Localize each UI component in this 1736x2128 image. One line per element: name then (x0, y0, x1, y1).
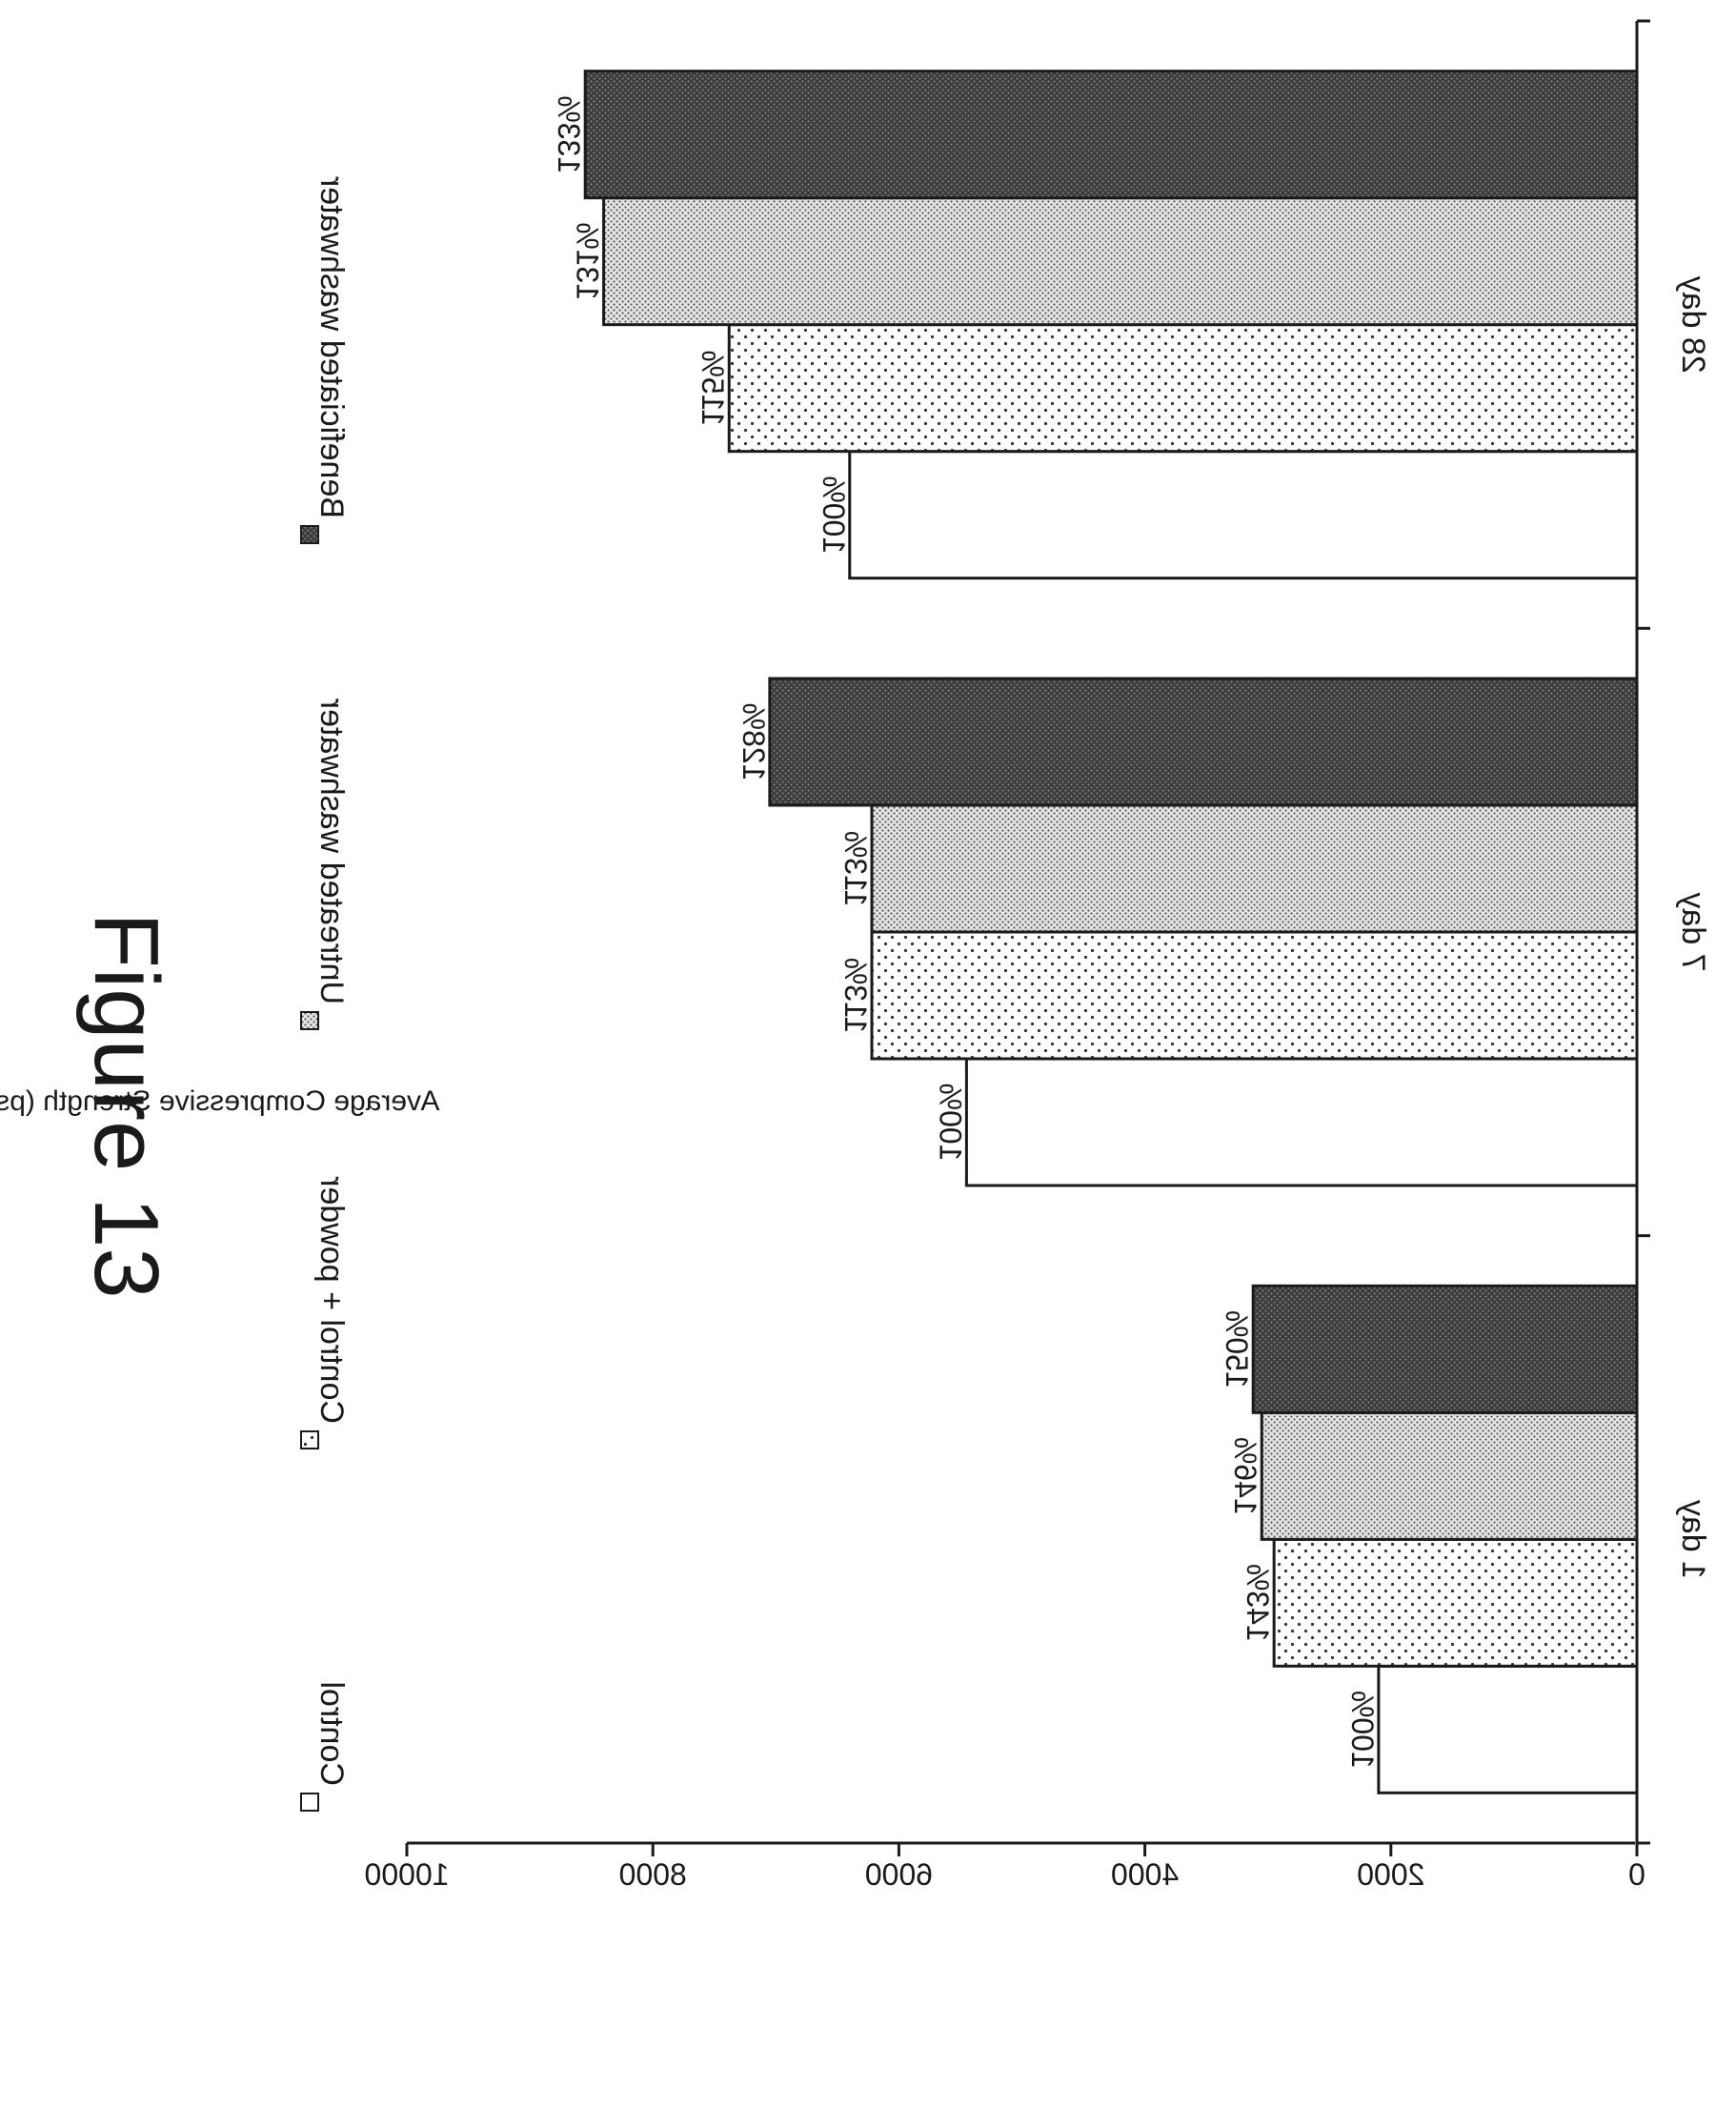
y-axis-title: Average Compressive Strength (psi) (0, 1085, 440, 1117)
legend: Control Control + powder Untreated washwat… (300, 176, 350, 1812)
bar (727, 323, 1639, 454)
legend-swatch (300, 525, 319, 544)
y-tick-label: 4000 (1111, 1857, 1179, 1892)
data-label: 113% (838, 958, 873, 1033)
data-label: 100% (933, 1084, 967, 1162)
bar (602, 196, 1639, 327)
data-label: 100% (817, 476, 851, 554)
legend-swatch (300, 1011, 319, 1030)
legend-swatch (300, 1793, 319, 1812)
chart-title: Figure 13 (75, 912, 177, 1299)
bar (1377, 1664, 1639, 1794)
y-tick-label: 2000 (1357, 1857, 1424, 1892)
data-label: 113% (838, 831, 873, 906)
legend-label: Beneficiated washwater (313, 176, 350, 518)
bars: 100% 143% 146% 150% 100% 113% 113% 128% 100% 115%… (552, 70, 1639, 1794)
bar (870, 803, 1639, 934)
x-axis-ticks: 1 day 7 day 28 day (1637, 19, 1711, 1845)
data-label: 100% (1345, 1691, 1380, 1769)
legend-label: Control + powder (313, 1176, 350, 1424)
legend-label: Untreated washwater (313, 699, 350, 1004)
y-tick-label: 8000 (619, 1857, 687, 1892)
bar (964, 1057, 1639, 1187)
x-category-label: 7 day (1675, 892, 1711, 971)
x-category-label: 28 day (1675, 276, 1711, 374)
bar (848, 450, 1639, 580)
bar (870, 930, 1639, 1061)
data-label: 128% (737, 703, 771, 781)
data-label: 150% (1220, 1310, 1254, 1388)
data-label: 143% (1241, 1564, 1275, 1642)
y-tick-label: 10000 (365, 1857, 450, 1892)
bar (768, 677, 1639, 807)
y-axis-ticks: 0 2000 4000 6000 8000 10000 (365, 1843, 1645, 1892)
legend-label: Control (313, 1681, 350, 1786)
legend-swatch (300, 1430, 319, 1449)
bar (1251, 1284, 1639, 1414)
y-tick-label: 6000 (865, 1857, 933, 1892)
data-label: 146% (1228, 1437, 1262, 1515)
bar (583, 70, 1639, 200)
bar (1272, 1537, 1639, 1668)
y-tick-label: 0 (1628, 1857, 1645, 1892)
x-category-label: 1 day (1675, 1500, 1711, 1579)
bar (1260, 1410, 1639, 1541)
data-label: 131% (571, 222, 605, 300)
data-label: 133% (552, 95, 586, 173)
data-label: 115% (696, 350, 730, 425)
